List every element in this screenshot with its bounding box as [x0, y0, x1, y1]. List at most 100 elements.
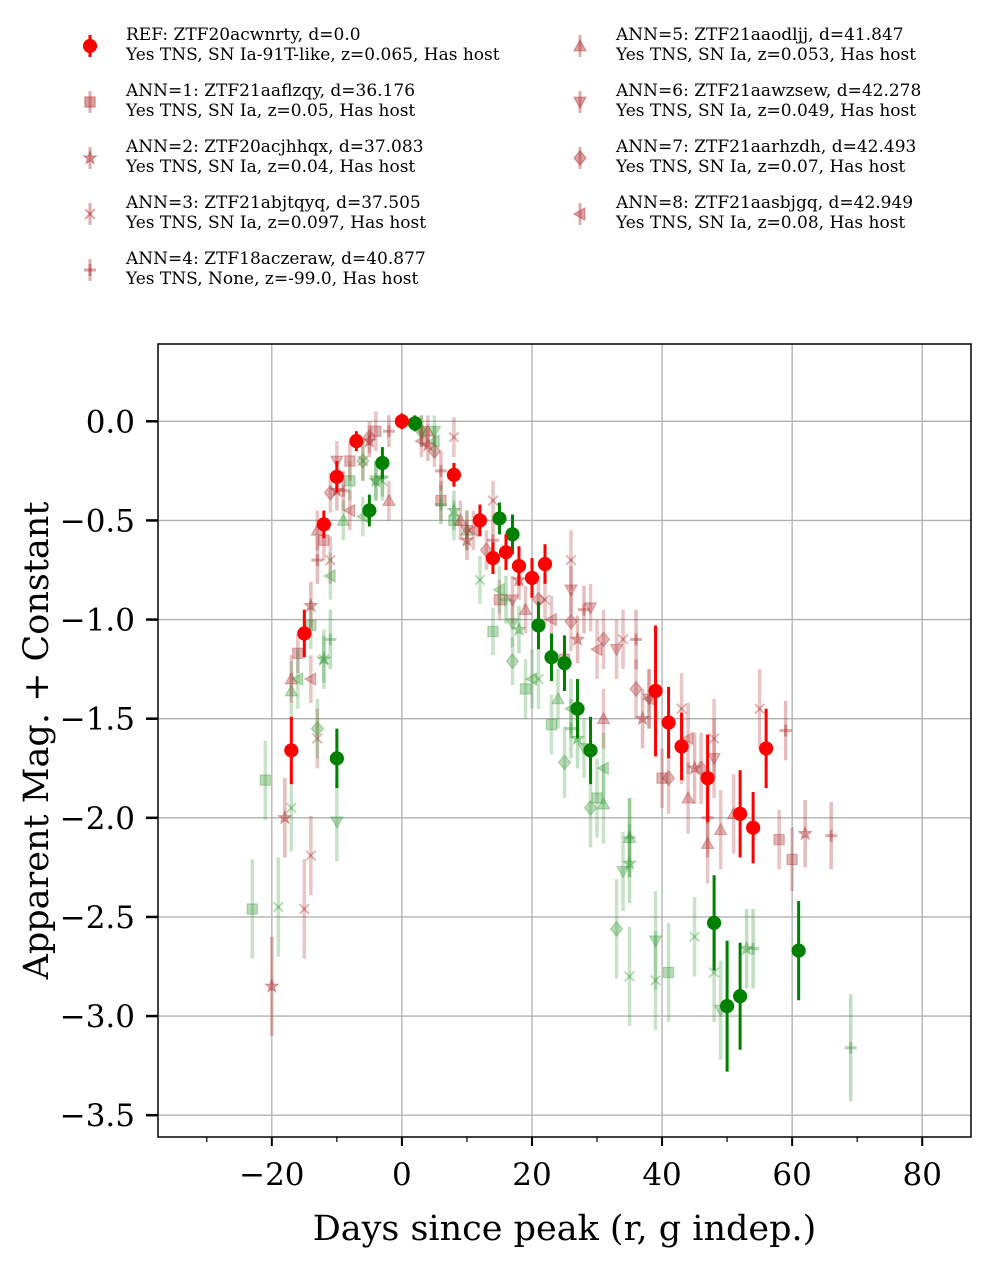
ann-r-point: [773, 809, 785, 870]
x-stroke: [487, 495, 499, 507]
marker: [305, 849, 317, 861]
marker: [434, 464, 447, 477]
marker: [634, 710, 651, 726]
marker: [689, 931, 701, 943]
marker: [459, 524, 474, 538]
ann-g-point: [747, 909, 760, 989]
marker: [738, 940, 755, 956]
marker: [708, 733, 720, 745]
ann-g-point: [648, 891, 663, 991]
y-tick-label: −3.0: [60, 999, 135, 1035]
ann-r-point: [518, 585, 533, 634]
marker: [786, 853, 798, 866]
marker: [629, 680, 643, 698]
ann-g-point: [246, 859, 259, 959]
legend-marker: [82, 38, 98, 54]
x-stroke: [285, 802, 297, 814]
x-stroke: [448, 431, 460, 443]
x-stroke: [318, 653, 330, 665]
marker: [570, 701, 585, 716]
ann-r-point: [362, 421, 377, 454]
marker: [407, 416, 423, 431]
marker: [284, 671, 299, 685]
marker: [323, 568, 336, 583]
marker: [434, 498, 447, 511]
ann-r-point: [459, 510, 474, 551]
ann-r-point: [427, 435, 442, 467]
marker: [511, 558, 527, 574]
marker: [420, 423, 435, 437]
x-stroke: [474, 574, 486, 586]
ann-g-point: [738, 909, 755, 989]
ann-g-point: [427, 415, 442, 448]
ann-r-point: [305, 815, 317, 896]
x-stroke: [285, 802, 297, 814]
ann-r-point: [779, 700, 792, 761]
ref-r-point: [511, 546, 527, 586]
marker: [499, 593, 512, 606]
marker: [569, 631, 586, 647]
ann-g-point: [511, 605, 527, 654]
marker: [419, 436, 436, 452]
legend-detail: Yes TNS, SN Ia, z=0.097, Has host: [125, 213, 426, 233]
marker: [591, 792, 603, 804]
marker: [276, 809, 293, 825]
ann-r-point: [609, 619, 624, 680]
y-tick-label: −1.5: [60, 702, 135, 738]
x-stroke: [689, 931, 701, 943]
marker: [583, 743, 598, 758]
y-tick-label: −2.5: [60, 900, 135, 936]
grid-lines: [158, 344, 971, 1137]
ann-r-point: [435, 480, 447, 521]
marker: [505, 594, 520, 607]
marker: [648, 683, 663, 699]
ann-g-point: [259, 740, 272, 820]
marker: [609, 643, 624, 657]
marker: [311, 554, 324, 567]
marker: [564, 613, 578, 630]
ann-r-point: [344, 441, 356, 481]
marker: [498, 545, 514, 560]
legend-marker: [84, 264, 96, 276]
ann-r-point: [302, 581, 319, 630]
ann-r-point: [311, 536, 324, 584]
x-stroke: [539, 594, 551, 606]
ann-g-point: [844, 994, 857, 1102]
marker: [609, 920, 624, 937]
marker: [544, 612, 557, 627]
ann-r-point: [505, 575, 520, 624]
marker: [624, 970, 636, 982]
marker: [362, 503, 377, 518]
ref-r-point: [537, 544, 553, 584]
legend-marker: [84, 96, 96, 108]
ann-r-point: [419, 429, 436, 461]
ref-r-point: [674, 712, 689, 781]
marker: [524, 672, 538, 687]
marker: [376, 475, 388, 487]
marker: [754, 703, 766, 715]
ann-r-point: [707, 718, 722, 798]
marker: [367, 472, 384, 488]
marker: [719, 999, 735, 1014]
marker: [362, 429, 377, 446]
x-stroke: [305, 849, 317, 861]
marker: [505, 653, 520, 670]
ann-g-point: [519, 659, 532, 719]
ref-g-point: [544, 633, 559, 682]
ref-r-point: [733, 770, 748, 858]
marker: [630, 633, 643, 646]
x-stroke: [305, 849, 317, 861]
marker: [297, 626, 312, 641]
marker: [674, 739, 689, 754]
y-tick-label: −1.0: [60, 603, 135, 639]
ann-g-point: [336, 500, 351, 541]
legend-name: ANN=8: ZTF21aasbjgq, d=42.949: [615, 193, 913, 213]
ann-g-point: [609, 879, 624, 979]
x-stroke: [624, 970, 636, 982]
ann-g-point: [434, 484, 447, 525]
marker: [427, 442, 442, 460]
ann-g-point: [459, 510, 474, 551]
ann-g-point: [329, 782, 344, 862]
